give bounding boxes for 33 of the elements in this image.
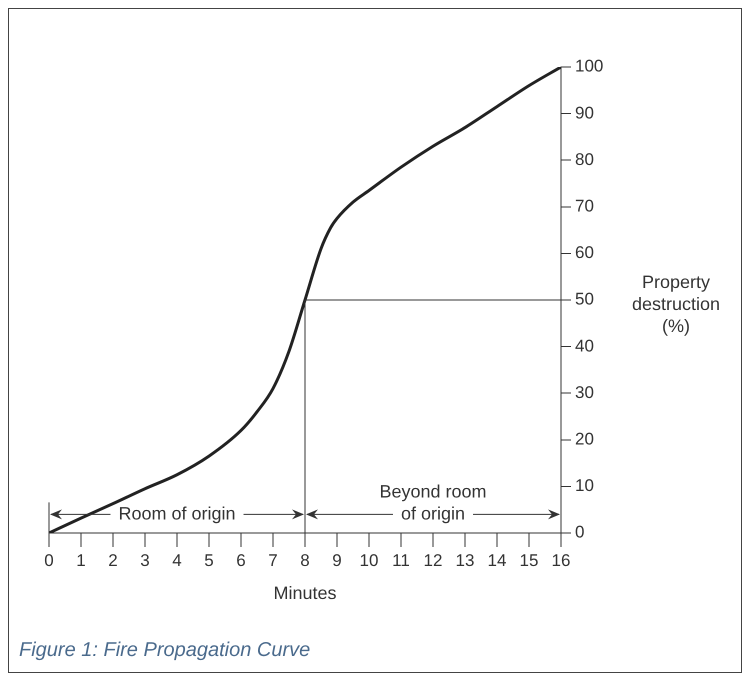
x-tick-label: 3	[140, 550, 150, 570]
x-tick-label: 10	[360, 550, 378, 570]
x-tick-label: 15	[520, 550, 538, 570]
x-tick-label: 1	[76, 550, 86, 570]
y-tick-label: 30	[575, 382, 594, 402]
x-axis-title: Minutes	[273, 583, 337, 604]
y-tick-label: 20	[575, 429, 594, 448]
x-tick-label: 14	[488, 550, 506, 570]
y-tick-label: 10	[575, 476, 594, 496]
x-tick-label: 7	[268, 550, 278, 570]
annotation: Room of origin	[118, 503, 236, 524]
y-tick-label: 50	[575, 290, 594, 309]
x-tick-label: 9	[332, 550, 342, 570]
x-tick-label: 13	[456, 550, 474, 570]
caption: Figure 1: Fire Propagation Curve	[19, 639, 310, 662]
x-tick-label: 16	[552, 550, 570, 570]
y-tick-label: 80	[575, 150, 594, 169]
annotation: Beyond room of origin	[379, 481, 487, 524]
x-tick-label: 12	[424, 550, 442, 570]
y-tick-label: 60	[575, 243, 594, 262]
y-tick-label: 70	[575, 196, 594, 216]
y-tick-label: 40	[575, 336, 594, 356]
x-tick-label: 0	[44, 550, 54, 570]
y-tick-label: 100	[575, 56, 604, 76]
x-tick-label: 2	[108, 550, 118, 570]
y-tick-label: 0	[575, 522, 584, 542]
x-tick-label: 4	[172, 550, 182, 570]
y-tick-label: 90	[575, 103, 594, 122]
x-tick-label: 5	[204, 550, 214, 570]
x-tick-label: 8	[300, 550, 310, 570]
x-tick-label: 11	[392, 550, 410, 570]
y-axis-title: Property destruction (%)	[630, 271, 722, 337]
x-tick-label: 6	[236, 550, 246, 570]
